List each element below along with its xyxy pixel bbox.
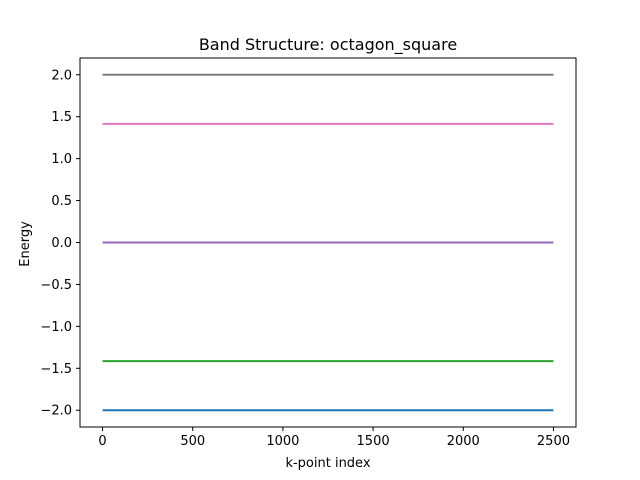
x-tick-label: 1500 [357,434,390,449]
x-axis-ticks: 0 500 1000 1500 2000 2500 [98,427,570,449]
x-tick-label: 2500 [537,434,570,449]
y-axis-ticks: 2.0 1.5 1.0 0.5 0.0 −0.5 −1.0 −1.5 −2.0 [40,68,80,419]
x-tick-label: 0 [98,434,106,449]
x-tick-label: 500 [180,434,205,449]
y-tick-label: 0.0 [51,236,72,251]
y-tick-label: −2.0 [40,404,72,419]
x-tick-label: 2000 [447,434,480,449]
y-tick-label: 1.0 [51,152,72,167]
x-axis-title: k-point index [285,456,370,471]
series-layer [102,73,554,412]
x-tick-label: 1000 [266,434,299,449]
y-tick-label: −1.5 [40,362,72,377]
y-tick-label: 2.0 [51,68,72,83]
y-tick-label: 1.5 [51,110,72,125]
y-tick-label: −1.0 [40,320,72,335]
y-tick-label: −0.5 [40,278,72,293]
chart-title: Band Structure: octagon_square [199,35,457,55]
y-tick-label: 0.5 [51,194,72,209]
y-axis-title: Energy [18,221,33,267]
